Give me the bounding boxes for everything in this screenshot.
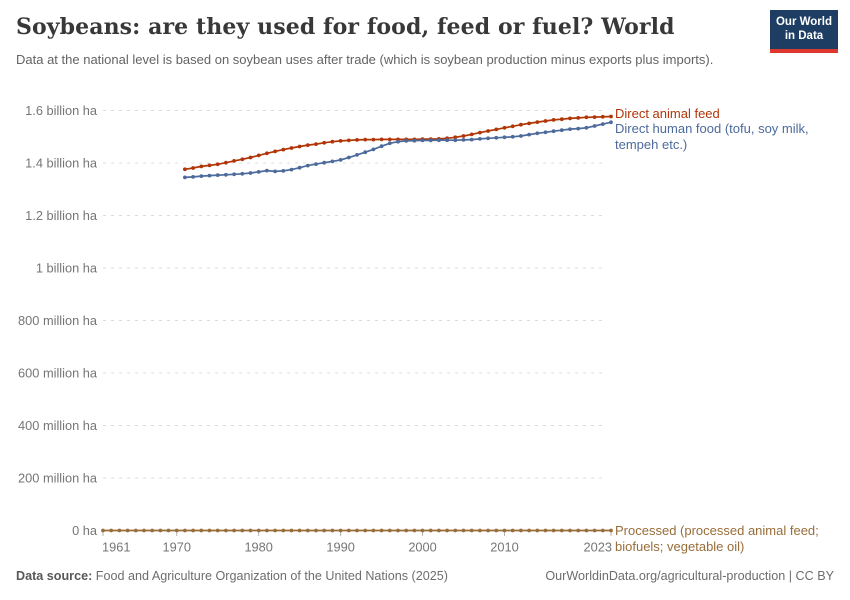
chart-subtitle: Data at the national level is based on s…: [16, 52, 714, 67]
svg-text:600 million ha: 600 million ha: [18, 366, 98, 381]
svg-text:1970: 1970: [163, 540, 191, 555]
data-source-note: Data source: Food and Agriculture Organi…: [16, 569, 448, 583]
legend-processed-line2: biofuels; vegetable oil): [615, 538, 745, 554]
credit-link[interactable]: OurWorldinData.org/agricultural-producti…: [545, 569, 834, 583]
svg-text:0 ha: 0 ha: [72, 523, 98, 538]
svg-text:2010: 2010: [490, 540, 518, 555]
svg-text:1.2 billion ha: 1.2 billion ha: [25, 208, 98, 223]
owid-logo-line1: Our World: [775, 16, 832, 28]
svg-text:1990: 1990: [326, 540, 354, 555]
owid-logo-line2: in Data: [784, 29, 824, 42]
page-title: Soybeans: are they used for food, feed o…: [16, 14, 675, 40]
svg-text:400 million ha: 400 million ha: [18, 418, 98, 433]
legend-processed-line1: Processed (processed animal feed;: [615, 523, 819, 538]
legend-direct-human-food[interactable]: Direct human food (tofu, soy milk, tempe…: [615, 121, 845, 152]
legend-direct-animal-feed-label: Direct animal feed: [615, 106, 720, 121]
legend-direct-animal-feed[interactable]: Direct animal feed: [615, 106, 845, 122]
svg-text:1.4 billion ha: 1.4 billion ha: [25, 156, 98, 171]
svg-text:1961: 1961: [102, 540, 130, 555]
legend-direct-human-food-line2: tempeh etc.): [615, 136, 688, 152]
owid-logo[interactable]: Our World in Data: [770, 10, 838, 53]
data-source-text: Food and Agriculture Organization of the…: [95, 569, 448, 583]
data-source-label: Data source:: [16, 569, 93, 583]
legend-processed[interactable]: Processed (processed animal feed; biofue…: [615, 523, 845, 554]
svg-text:800 million ha: 800 million ha: [18, 313, 98, 328]
svg-text:200 million ha: 200 million ha: [18, 471, 98, 486]
svg-text:1 billion ha: 1 billion ha: [36, 261, 98, 276]
svg-text:1.6 billion ha: 1.6 billion ha: [25, 103, 98, 118]
svg-text:2023: 2023: [584, 540, 612, 555]
legend-direct-human-food-line1: Direct human food (tofu, soy milk,: [615, 121, 809, 136]
svg-text:1980: 1980: [244, 540, 272, 555]
svg-text:2000: 2000: [408, 540, 436, 555]
